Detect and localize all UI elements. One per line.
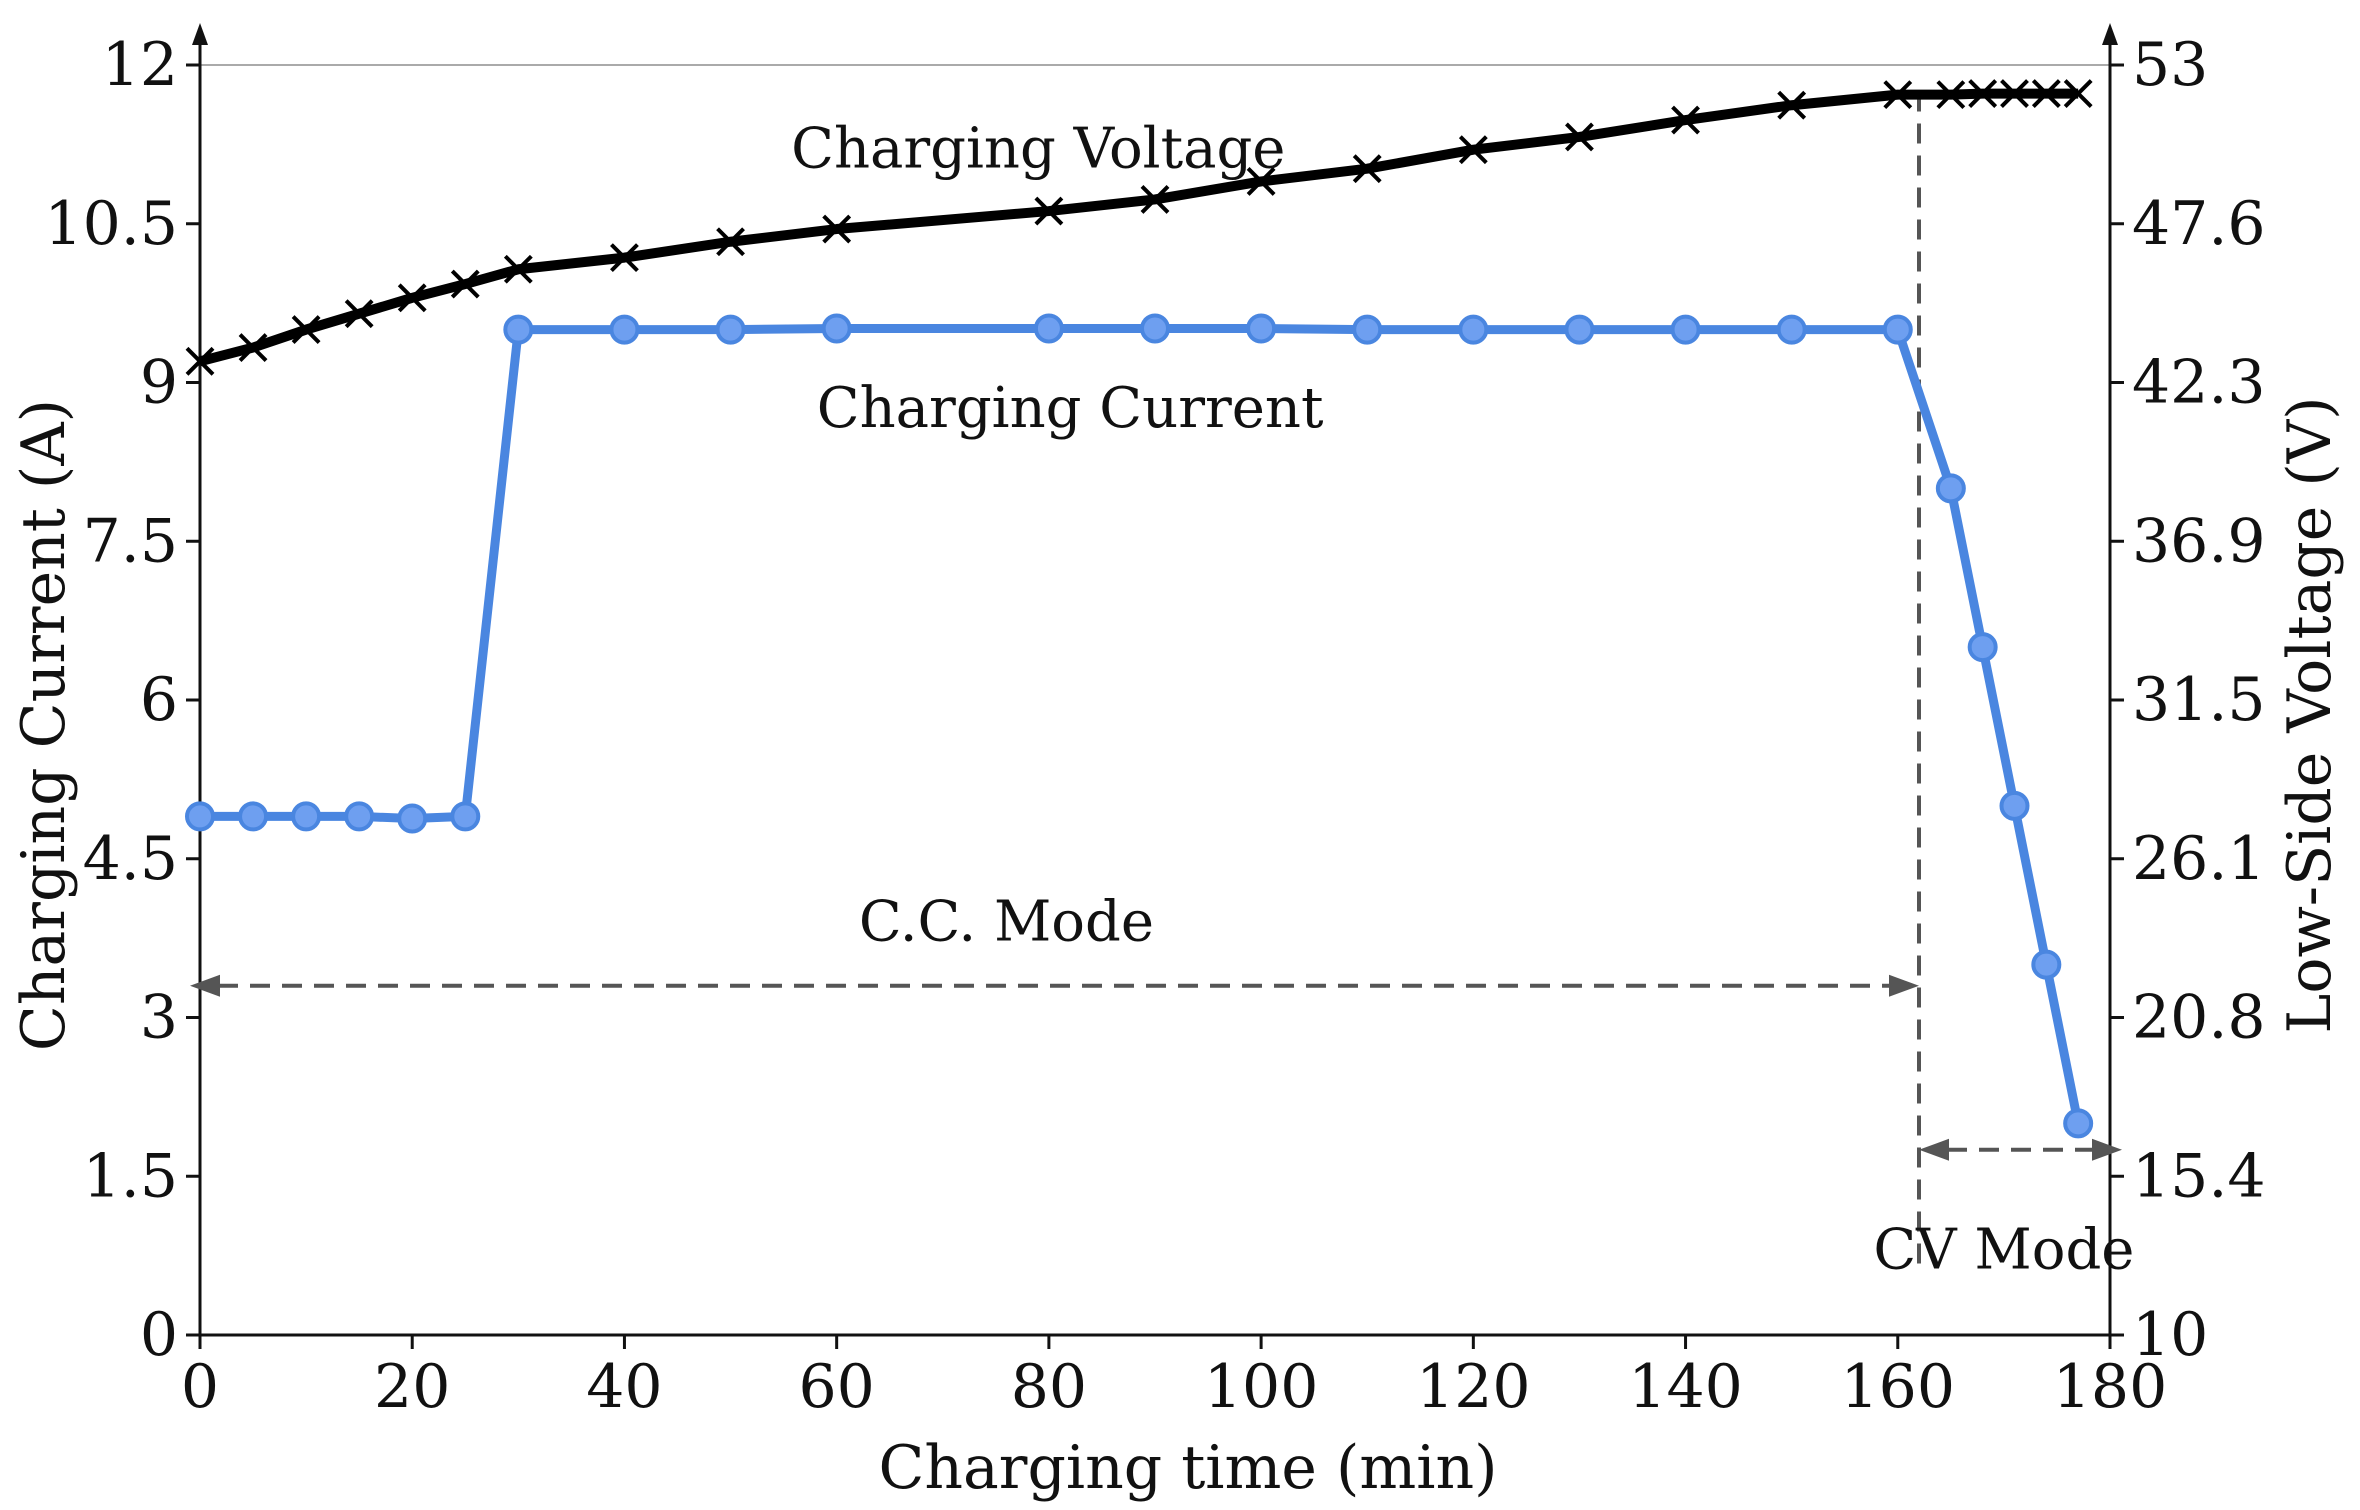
voltage-point xyxy=(1352,154,1382,184)
y-right-tick-label: 15.4 xyxy=(2132,1141,2266,1211)
voltage-point xyxy=(450,269,480,299)
annotation-cc-mode: C.C. Mode xyxy=(859,889,1154,954)
current-point xyxy=(609,314,640,345)
y-right-tick-label: 47.6 xyxy=(2132,189,2266,259)
voltage-point xyxy=(344,299,374,329)
current-point xyxy=(1033,313,1064,344)
voltage-point xyxy=(2063,79,2093,108)
current-point xyxy=(1967,632,1998,663)
voltage-point xyxy=(1671,105,1700,135)
current-point xyxy=(291,801,322,832)
voltage-point xyxy=(1883,80,1913,110)
x-tick-label: 80 xyxy=(1011,1352,1087,1422)
y-left-tick-label: 1.5 xyxy=(83,1141,178,1211)
current-series-line xyxy=(200,324,2083,1125)
voltage-point xyxy=(238,333,268,362)
current-point xyxy=(1458,314,1489,345)
x-tick-label: 60 xyxy=(798,1352,874,1422)
cv-mode-arrow-head-right xyxy=(2092,1138,2122,1161)
current-point xyxy=(1776,314,1807,345)
current-point xyxy=(821,313,852,344)
voltage-point xyxy=(397,283,427,313)
current-point xyxy=(1935,473,1966,504)
y-left-tick-label: 4.5 xyxy=(83,824,178,894)
voltage-point xyxy=(185,346,215,376)
annotation-charging-current: Charging Current xyxy=(817,376,1324,441)
y-left-tick-label: 12 xyxy=(102,30,178,100)
y-right-tick-label: 53 xyxy=(2132,30,2208,100)
y-left-tick-label: 3 xyxy=(140,983,178,1053)
voltage-point xyxy=(1777,90,1807,120)
voltage-point xyxy=(610,243,639,273)
y-left-tick-label: 10.5 xyxy=(44,189,178,259)
voltage-series-line xyxy=(198,88,2079,367)
current-point xyxy=(1140,313,1170,344)
current-point xyxy=(397,803,428,834)
x-tick-label: 0 xyxy=(181,1352,219,1422)
x-tick-label: 180 xyxy=(2053,1352,2168,1422)
x-tick-label: 40 xyxy=(586,1352,662,1422)
y-left-tick-label: 7.5 xyxy=(83,506,178,576)
annotation-charging-voltage: Charging Voltage xyxy=(791,117,1285,182)
annotation-cv-mode: CV Mode xyxy=(1873,1217,2134,1282)
y-right-tick-label: 26.1 xyxy=(2132,824,2266,894)
voltage-point xyxy=(503,254,533,284)
voltage-point xyxy=(2000,79,2029,108)
tick-labels: 0 20 40 60 80 100 120 140 160 180 0 1.5 3 4.5 6 7.5 9 10.… xyxy=(44,30,2265,1422)
current-point xyxy=(1352,314,1383,345)
voltage-point xyxy=(1246,167,1276,196)
voltage-point xyxy=(1140,184,1170,214)
y-right-tick-label: 42.3 xyxy=(2132,348,2266,418)
y-right-tick-label: 31.5 xyxy=(2132,665,2266,735)
y-right-tick-label: 10 xyxy=(2132,1300,2208,1370)
y-axis-right-title: Low-Side Voltage (V) xyxy=(2275,396,2345,1033)
cv-mode-arrow-head-left xyxy=(1919,1138,1949,1161)
voltage-point xyxy=(1034,196,1064,226)
current-point xyxy=(2063,1108,2094,1139)
x-tick-label: 20 xyxy=(374,1352,450,1422)
current-point xyxy=(238,801,269,832)
y-axis-left-title: Charging Current (A) xyxy=(9,399,79,1051)
voltage-point xyxy=(1968,79,1998,108)
y-left-tick-label: 9 xyxy=(140,348,178,418)
voltage-point xyxy=(822,214,852,244)
y-right-tick-label: 36.9 xyxy=(2132,506,2266,576)
cc-mode-arrow-head-right xyxy=(1889,974,1919,997)
cc-mode-arrow-head-left xyxy=(190,974,220,997)
voltage-point xyxy=(1936,80,1966,110)
voltage-point xyxy=(2031,79,2061,108)
y-left-tick-label: 6 xyxy=(140,665,178,735)
current-point xyxy=(1564,314,1595,345)
x-tick-label: 120 xyxy=(1416,1352,1531,1422)
current-point xyxy=(1882,314,1913,345)
current-point xyxy=(715,314,746,345)
voltage-point xyxy=(1458,135,1488,165)
y-axis-right-arrowhead xyxy=(2102,23,2118,45)
voltage-point xyxy=(291,315,321,344)
y-axis-left-arrowhead xyxy=(192,23,208,45)
x-tick-label: 160 xyxy=(1841,1352,1956,1422)
current-point xyxy=(1670,314,1701,345)
current-point xyxy=(1999,790,2030,821)
x-tick-label: 100 xyxy=(1204,1352,1319,1422)
current-point xyxy=(450,801,481,832)
x-axis-title: Charging time (min) xyxy=(878,1433,1497,1503)
voltage-point xyxy=(716,227,745,257)
series-group xyxy=(185,79,2094,1139)
plot-frame xyxy=(192,23,2118,1337)
current-point xyxy=(1246,313,1277,344)
x-tick-label: 140 xyxy=(1628,1352,1743,1422)
mode-region-arrows xyxy=(190,974,2122,1161)
current-point xyxy=(503,314,534,345)
current-point xyxy=(185,801,215,832)
y-left-tick-label: 0 xyxy=(140,1300,178,1370)
y-right-tick-label: 20.8 xyxy=(2132,983,2266,1053)
voltage-point xyxy=(1565,122,1594,152)
current-point xyxy=(344,801,375,832)
current-point xyxy=(2031,949,2062,980)
